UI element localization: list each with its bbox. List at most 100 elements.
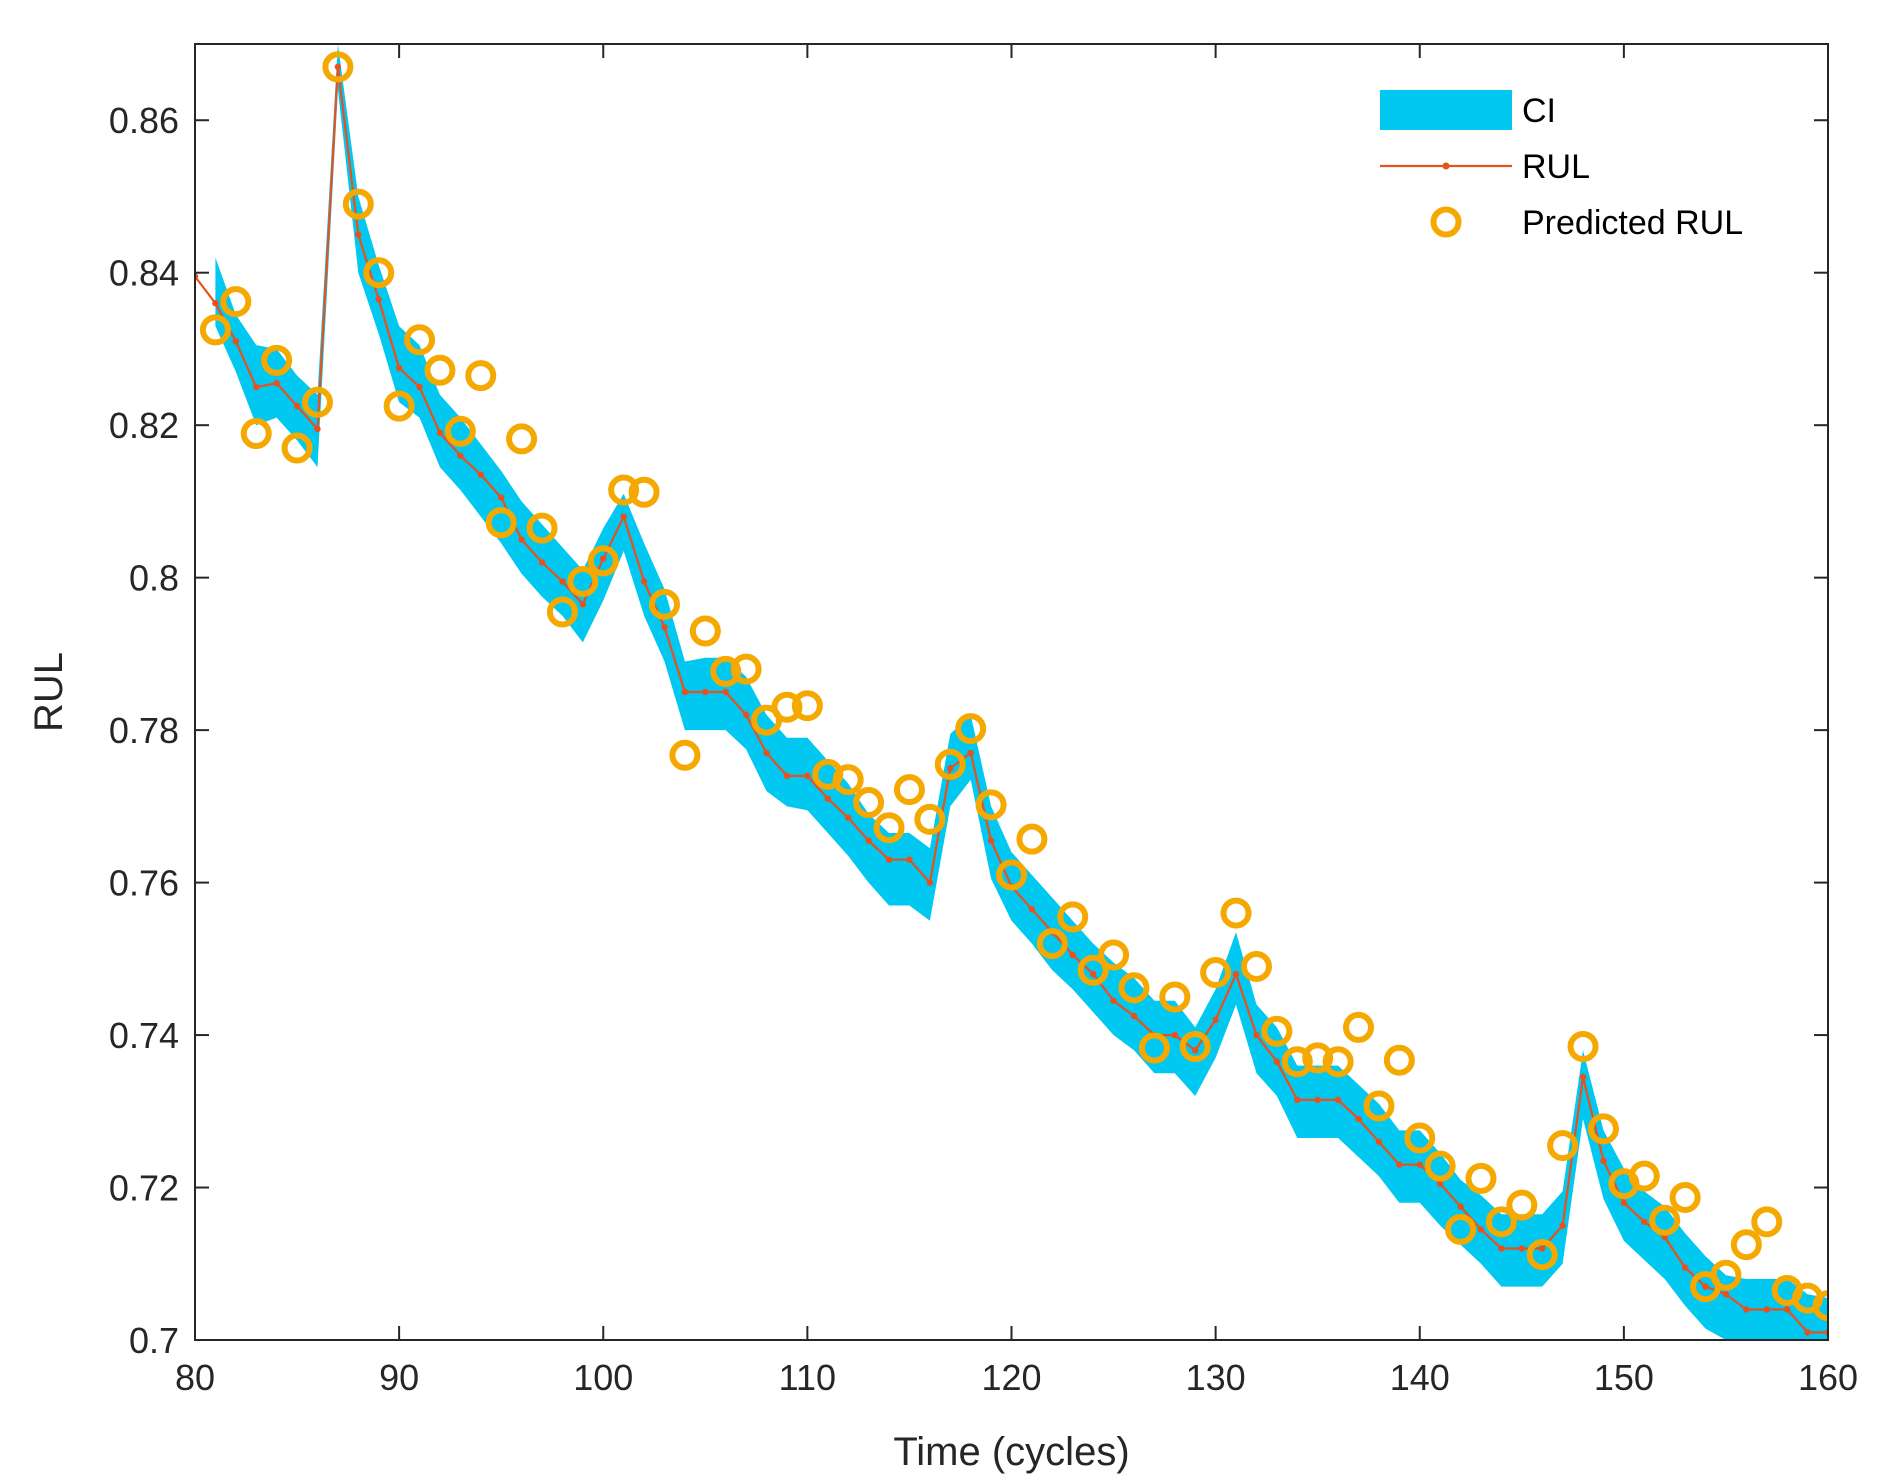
predicted-rul-marker [1812, 1290, 1828, 1322]
predicted-rul-marker [1587, 1113, 1619, 1145]
rul-point [253, 383, 260, 391]
rul-point [742, 711, 750, 719]
predicted-rul-marker [1179, 1030, 1211, 1062]
predicted-rul-marker [1404, 1122, 1436, 1154]
x-tick-label: 90 [379, 1357, 419, 1398]
rul-point [722, 688, 729, 696]
rul-point [538, 559, 546, 566]
predicted-rul-marker [1240, 950, 1272, 982]
rul-point [681, 688, 689, 696]
rul-point [579, 601, 587, 608]
rul-point [987, 837, 995, 844]
predicted-rul-marker [1363, 1090, 1395, 1122]
y-tick-label: 0.82 [109, 405, 179, 446]
legend-rul-point [1442, 162, 1450, 170]
predicted-rul-marker [199, 314, 231, 346]
axis-ticks: 80 90 100 110 120 130 140 150 160 0.7 0.72 0.74 0.76… [109, 44, 1858, 1398]
predicted-rul-marker [934, 748, 966, 780]
rul-point [1273, 1058, 1281, 1065]
rul-point [1171, 1031, 1179, 1039]
rul-point [1498, 1245, 1505, 1252]
rul-point [1804, 1329, 1811, 1336]
predicted-rul-marker [975, 789, 1007, 821]
predicted-rul-marker [1057, 901, 1089, 933]
rul-point [477, 471, 484, 478]
predicted-rul-marker [1465, 1162, 1497, 1194]
predicted-rul-marker [301, 386, 333, 418]
predicted-rul-marker [853, 787, 885, 819]
predicted-rul-marker [1281, 1046, 1313, 1078]
rul-point [1763, 1306, 1770, 1313]
predicted-rul-marker [526, 512, 558, 544]
x-tick-label: 130 [1186, 1357, 1246, 1398]
predicted-rul-marker [955, 713, 987, 745]
y-axis-label: RUL [27, 652, 71, 732]
rul-point [1192, 1047, 1199, 1054]
rul-point [1783, 1306, 1791, 1313]
predicted-rul-marker [1016, 823, 1048, 855]
rul-point [497, 494, 505, 501]
predicted-rul-marker [1077, 954, 1109, 986]
rul-point [763, 749, 770, 757]
rul-point [212, 300, 219, 307]
rul-point [1396, 1161, 1403, 1168]
predicted-rul-marker [424, 354, 456, 386]
predicted-rul-marker [322, 51, 354, 83]
predicted-rul-marker [261, 344, 293, 376]
rul-point [1722, 1291, 1730, 1298]
rul-point [1130, 1012, 1138, 1020]
rul-point [967, 749, 974, 757]
predicted-rul-marker [281, 432, 313, 464]
predicted-rul-marker [1302, 1042, 1334, 1074]
rul-point [1681, 1264, 1689, 1271]
predicted-rul-marker [1730, 1229, 1762, 1261]
predicted-rul-marker [1506, 1189, 1538, 1221]
predicted-rul-marker [1424, 1150, 1456, 1182]
rul-point [1559, 1222, 1566, 1229]
y-tick-label: 0.72 [109, 1168, 179, 1209]
rul-point [416, 383, 423, 391]
predicted-rul-marker [1118, 972, 1150, 1004]
rul-point [702, 688, 709, 696]
rul-point [1212, 1016, 1219, 1024]
rul-point [1436, 1180, 1444, 1187]
x-axis-label: Time (cycles) [893, 1430, 1129, 1474]
predicted-rul-marker [567, 565, 599, 597]
legend: CI RUL Predicted RUL [1380, 90, 1743, 242]
rul-point [1355, 1115, 1362, 1123]
predicted-rul-marker [1628, 1160, 1660, 1192]
predicted-rul-marker [669, 739, 701, 771]
predicted-rul-marker [996, 859, 1027, 891]
predicted-rul-marker [1138, 1032, 1170, 1064]
rul-point [1539, 1245, 1546, 1252]
predicted-rul-marker [710, 655, 742, 687]
predicted-rul-marker [506, 423, 538, 455]
rul-point [783, 772, 791, 780]
legend-label: CI [1522, 92, 1556, 130]
rul-point [640, 578, 648, 585]
predicted-rul-marker [771, 691, 803, 723]
y-tick-label: 0.84 [109, 253, 179, 294]
predicted-rul-marker [689, 615, 721, 647]
predicted-rul-marker [1485, 1206, 1517, 1238]
predicted-rul-marker [485, 507, 517, 539]
predicted-rul-marker [628, 476, 660, 508]
rul-point [947, 765, 954, 772]
x-tick-label: 100 [573, 1357, 633, 1398]
predicted-rul-marker [1547, 1130, 1579, 1162]
predicted-rul-marker [648, 588, 680, 620]
predicted-rul-marker [791, 690, 823, 722]
rul-point [620, 513, 627, 520]
predicted-rul-marker [1343, 1011, 1375, 1043]
rul-point [375, 296, 382, 303]
rul-point [232, 338, 240, 345]
predicted-rul-marker [914, 803, 946, 835]
rul-point [804, 772, 811, 780]
x-tick-label: 160 [1798, 1357, 1858, 1398]
legend-label: RUL [1522, 148, 1590, 186]
rul-point [355, 231, 362, 238]
predicted-rul-marker [1322, 1046, 1354, 1078]
rul-point [1743, 1306, 1750, 1313]
